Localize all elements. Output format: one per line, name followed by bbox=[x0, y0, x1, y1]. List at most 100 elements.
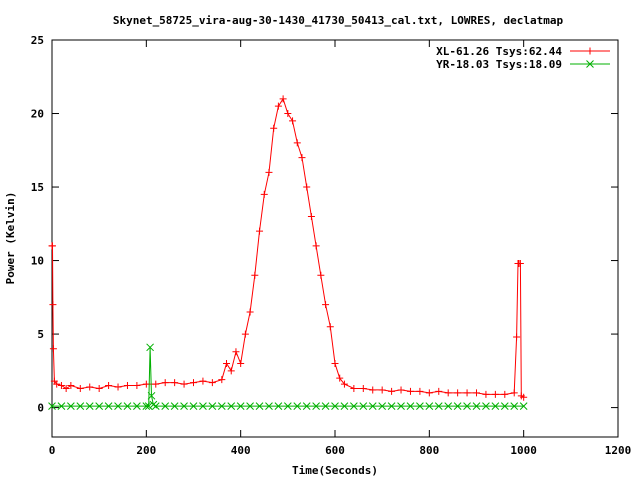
data-point bbox=[199, 402, 207, 410]
data-point bbox=[85, 402, 94, 410]
data-point bbox=[223, 359, 231, 367]
data-point bbox=[307, 212, 315, 220]
data-point bbox=[350, 384, 358, 392]
data-point bbox=[435, 387, 443, 395]
data-point bbox=[520, 393, 528, 401]
data-point bbox=[293, 402, 302, 410]
data-point bbox=[241, 330, 249, 338]
data-point bbox=[180, 402, 188, 410]
data-point bbox=[227, 367, 235, 375]
data-point bbox=[246, 308, 254, 316]
data-point bbox=[104, 402, 113, 410]
data-point bbox=[463, 389, 471, 397]
data-point bbox=[189, 402, 198, 410]
data-point bbox=[586, 47, 594, 55]
data-point bbox=[312, 242, 320, 250]
axis-ticks: 0 200 400 600 800 1000 1200 0 5 10 15 20 25 bbox=[31, 34, 632, 457]
legend-label: XL-61.26 Tsys:62.44 bbox=[436, 45, 562, 58]
data-point bbox=[161, 402, 170, 410]
data-point bbox=[425, 389, 433, 397]
data-point bbox=[218, 376, 226, 384]
data-point bbox=[49, 301, 57, 309]
data-point bbox=[406, 402, 415, 410]
x-tick-label: 1000 bbox=[510, 444, 537, 457]
data-point bbox=[170, 402, 179, 410]
data-point bbox=[48, 402, 56, 410]
data-point bbox=[147, 391, 156, 400]
data-point bbox=[251, 271, 259, 279]
data-point bbox=[491, 402, 500, 410]
data-point bbox=[227, 402, 236, 410]
data-point bbox=[397, 386, 405, 394]
data-point bbox=[378, 386, 386, 394]
data-point bbox=[321, 402, 330, 410]
data-point bbox=[199, 377, 207, 385]
data-point bbox=[151, 402, 160, 410]
data-point bbox=[57, 402, 66, 410]
data-point bbox=[513, 333, 521, 341]
data-point bbox=[265, 168, 273, 176]
data-point bbox=[326, 323, 334, 331]
data-point bbox=[86, 383, 94, 391]
data-point bbox=[416, 402, 424, 410]
data-point bbox=[146, 343, 154, 352]
data-point bbox=[149, 400, 158, 409]
data-point bbox=[322, 301, 330, 309]
data-point bbox=[144, 402, 153, 410]
data-point bbox=[519, 402, 528, 410]
data-point bbox=[152, 380, 160, 388]
data-point bbox=[49, 345, 57, 353]
data-point bbox=[473, 389, 480, 397]
data-point bbox=[142, 380, 150, 388]
data-point bbox=[62, 384, 70, 392]
data-point bbox=[53, 380, 61, 388]
data-point bbox=[48, 242, 56, 250]
x-tick-label: 0 bbox=[49, 444, 56, 457]
data-point bbox=[434, 402, 443, 410]
data-point bbox=[454, 389, 462, 397]
data-point bbox=[510, 389, 518, 397]
data-point bbox=[171, 379, 179, 387]
data-point bbox=[388, 387, 396, 395]
data-point bbox=[270, 124, 278, 132]
data-point bbox=[284, 110, 292, 118]
series-line bbox=[52, 97, 524, 398]
data-point bbox=[265, 402, 273, 410]
data-point bbox=[350, 402, 358, 410]
series-1 bbox=[48, 95, 528, 401]
x-tick-label: 600 bbox=[325, 444, 345, 457]
data-point bbox=[67, 402, 75, 410]
x-tick-label: 200 bbox=[136, 444, 156, 457]
y-tick-label: 20 bbox=[31, 108, 44, 121]
data-point bbox=[255, 402, 264, 410]
data-point bbox=[76, 402, 85, 410]
data-point bbox=[260, 190, 268, 198]
data-point bbox=[336, 374, 344, 382]
data-point bbox=[123, 382, 131, 390]
series-line bbox=[52, 347, 524, 407]
data-point bbox=[114, 383, 122, 391]
data-point bbox=[57, 382, 65, 390]
data-point bbox=[463, 402, 471, 410]
data-point bbox=[274, 102, 282, 110]
legend-label: YR-18.03 Tsys:18.09 bbox=[436, 58, 562, 71]
data-point bbox=[190, 379, 197, 387]
data-point bbox=[95, 384, 103, 392]
data-point bbox=[500, 402, 509, 410]
data-point bbox=[208, 379, 216, 387]
data-point bbox=[76, 384, 84, 392]
y-axis-label: Power (Kelvin) bbox=[4, 192, 17, 285]
series-2 bbox=[48, 343, 528, 410]
data-point bbox=[133, 402, 141, 410]
data-point bbox=[387, 402, 396, 410]
data-point bbox=[232, 348, 240, 356]
data-point bbox=[444, 402, 453, 410]
data-point bbox=[142, 402, 151, 410]
data-point bbox=[246, 402, 254, 410]
data-point bbox=[303, 183, 311, 191]
data-point bbox=[340, 402, 349, 410]
data-point bbox=[501, 390, 509, 398]
data-point bbox=[453, 402, 462, 410]
data-point bbox=[283, 402, 292, 410]
